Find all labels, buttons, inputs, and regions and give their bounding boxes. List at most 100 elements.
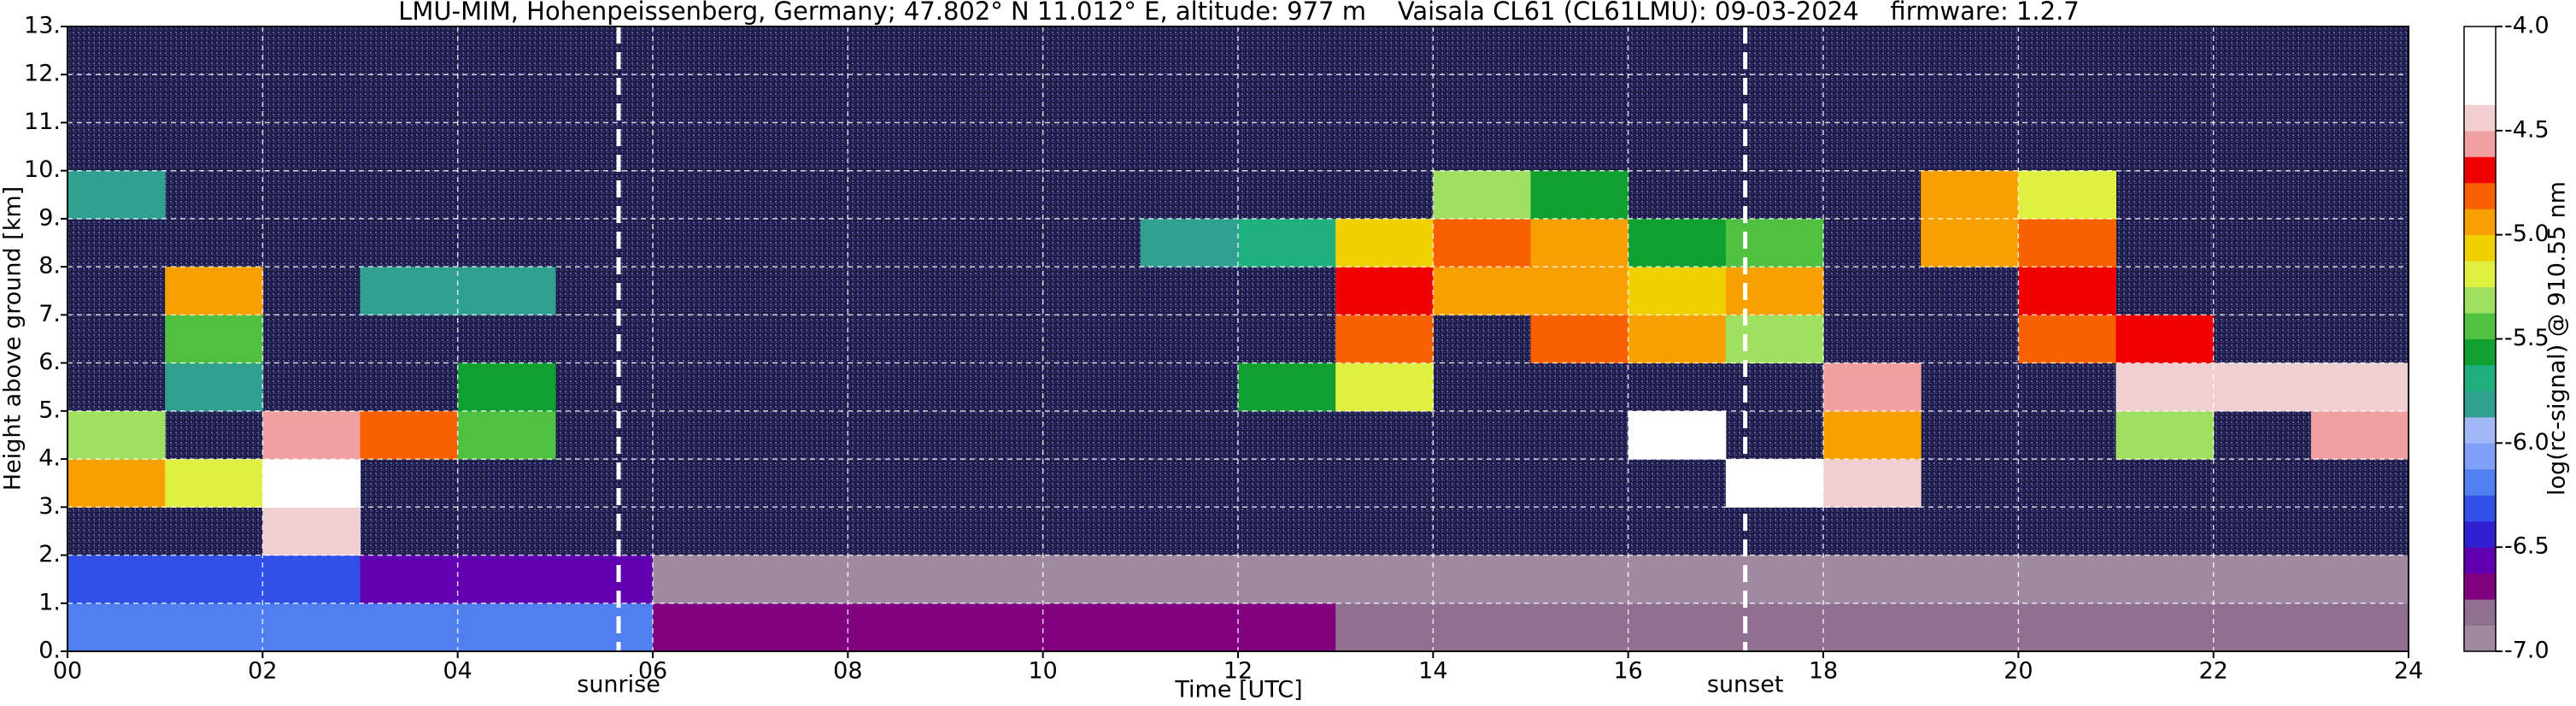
colorbar-band <box>2464 599 2496 627</box>
heatmap-cell <box>457 362 556 412</box>
heatmap-cell <box>2310 362 2409 412</box>
heatmap-cell <box>1921 555 2019 604</box>
heatmap-cell <box>1530 555 1629 604</box>
heatmap-cell <box>1628 267 1727 315</box>
heatmap-cell <box>67 555 166 604</box>
y-tick-label: 0. <box>38 638 61 664</box>
heatmap-cell <box>555 555 654 604</box>
heatmap-cell <box>2018 555 2116 604</box>
heatmap-cell <box>1335 555 1434 604</box>
heatmap-cell <box>1628 410 1727 460</box>
heatmap-cell <box>360 410 459 460</box>
colorbar-band <box>2464 261 2496 288</box>
y-tick-label: 5. <box>38 397 61 423</box>
heatmap-cell <box>1628 315 1727 364</box>
heatmap-cell <box>67 603 166 652</box>
heatmap-cell <box>457 410 556 460</box>
heatmap-cell <box>1530 267 1629 315</box>
x-tick-label: 10 <box>1028 658 1057 685</box>
y-tick-label: 1. <box>38 589 61 615</box>
x-tick-label: 08 <box>833 658 862 685</box>
heatmap-cell <box>945 555 1044 604</box>
heatmap-cell <box>2115 315 2215 364</box>
heatmap-cell <box>1433 555 1531 604</box>
colorbar-band <box>2464 416 2496 444</box>
heatmap-cell <box>1238 603 1336 652</box>
colorbar-band <box>2464 104 2496 132</box>
heatmap-cell <box>67 170 166 220</box>
heatmap-cell <box>1823 555 1922 604</box>
annotation-label: sunrise <box>577 672 660 698</box>
colorbar-band <box>2464 573 2496 600</box>
y-tick-label: 2. <box>38 541 61 568</box>
y-tick-label: 3. <box>38 493 61 520</box>
colorbar-band <box>2464 234 2496 262</box>
colorbar-band <box>2464 521 2496 548</box>
x-tick-label: 04 <box>443 658 472 685</box>
heatmap-cell <box>165 315 263 364</box>
heatmap-cell <box>2018 218 2116 268</box>
heatmap-cell <box>1042 603 1141 652</box>
heatmap-cell <box>165 459 263 508</box>
colorbar-band <box>2464 156 2496 184</box>
colorbar-band <box>2464 130 2496 157</box>
x-tick-label: 16 <box>1613 658 1642 685</box>
colorbar-band <box>2464 495 2496 522</box>
y-tick-label: 13. <box>24 13 61 39</box>
heatmap-cell <box>1628 555 1727 604</box>
heatmap-cell <box>1628 603 1727 652</box>
heatmap-cell <box>2018 315 2116 364</box>
heatmap-cell <box>848 603 946 652</box>
heatmap-cell <box>1921 218 2019 268</box>
y-tick-label: 4. <box>38 445 61 472</box>
heatmap-cell <box>1238 555 1336 604</box>
y-tick-label: 12. <box>24 61 61 87</box>
heatmap-cell <box>165 603 263 652</box>
x-tick-label: 24 <box>2394 658 2423 685</box>
heatmap-cell <box>653 555 751 604</box>
heatmap-cell <box>1530 315 1629 364</box>
colorbar-label: log(rc-signal) @ 910.55 nm <box>2544 181 2571 496</box>
heatmap-cell <box>2018 603 2116 652</box>
heatmap-cell <box>1140 218 1239 268</box>
x-tick-label: 14 <box>1418 658 1447 685</box>
colorbar-band <box>2464 286 2496 314</box>
colorbar-tick-label: -7.0 <box>2504 638 2550 664</box>
x-tick-label: 22 <box>2198 658 2227 685</box>
heatmap-cell <box>1433 218 1531 268</box>
heatmap-cell <box>2310 555 2409 604</box>
heatmap-cell <box>1823 459 1922 508</box>
heatmap-cell <box>750 555 848 604</box>
overlay <box>67 26 2409 652</box>
heatmap-cell <box>360 267 459 315</box>
colorbar-band <box>2464 625 2496 652</box>
heatmap-cell <box>1823 410 1922 460</box>
heatmap-cell <box>2213 362 2312 412</box>
heatmap-cell <box>165 555 263 604</box>
heatmap-cell <box>67 410 166 460</box>
heatmap-cell <box>1725 603 1824 652</box>
heatmap-cell <box>165 267 263 315</box>
heatmap-cell <box>1335 362 1434 412</box>
colorbar-tick-label: -4.0 <box>2504 13 2550 39</box>
heatmap-cell <box>1725 459 1824 508</box>
heatmap-cell <box>1042 555 1141 604</box>
heatmap-cell <box>1335 218 1434 268</box>
heatmap-cell <box>2018 267 2116 315</box>
heatmap-cell <box>165 362 263 412</box>
heatmap-cell <box>1725 555 1824 604</box>
x-tick-label: 06 <box>638 658 667 685</box>
y-tick-label: 7. <box>38 301 61 327</box>
heatmap-cell <box>1530 218 1629 268</box>
heatmap-cell <box>555 603 654 652</box>
heatmap-cell <box>1238 362 1336 412</box>
heatmap-cell <box>750 603 848 652</box>
x-tick-label: 20 <box>2004 658 2033 685</box>
colorbar-tick-label: -5.5 <box>2504 325 2550 351</box>
heatmap-cell <box>2310 410 2409 460</box>
heatmap-cell <box>1140 555 1239 604</box>
x-tick-label: 18 <box>1809 658 1838 685</box>
heatmap-cell <box>262 410 361 460</box>
heatmap-cell <box>2115 410 2215 460</box>
